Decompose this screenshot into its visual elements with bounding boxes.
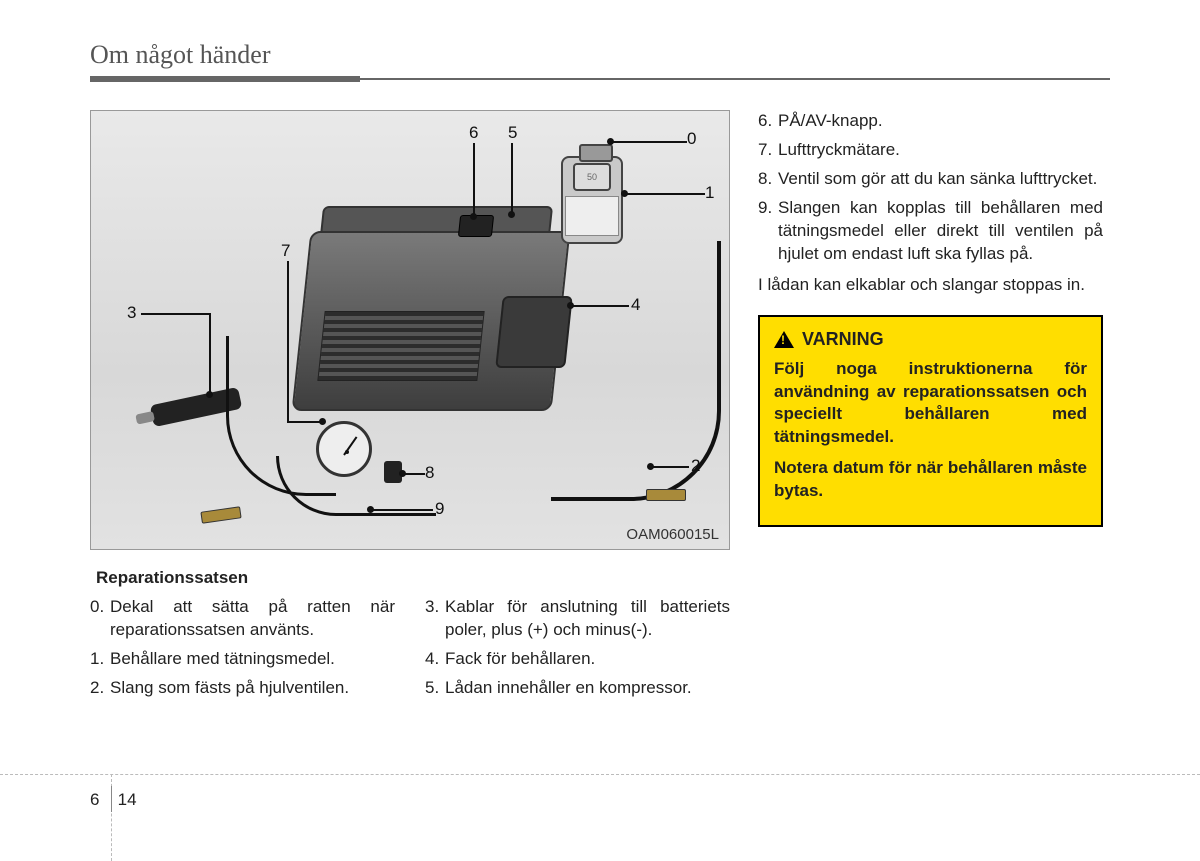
list-item: 4.Fack för behållaren. xyxy=(425,648,730,671)
section-title: Om något händer xyxy=(90,40,1110,70)
hose-end xyxy=(646,489,686,501)
page-number: 6 14 xyxy=(90,790,137,810)
warning-p1: Följ noga instruktionerna för användning… xyxy=(774,358,1087,450)
crop-mark-h xyxy=(0,774,1200,775)
page-number-value: 14 xyxy=(118,790,137,809)
warning-title: VARNING xyxy=(802,329,884,350)
list-item: 3.Kablar för anslutning till batteriets … xyxy=(425,596,730,642)
item-col-b: 3.Kablar för anslutning till batteriets … xyxy=(425,596,730,706)
callout-3: 3 xyxy=(127,303,136,323)
callout-8: 8 xyxy=(425,463,434,483)
figure-repair-kit: 50 0 1 5 6 xyxy=(90,110,730,550)
item-col-a: 0.Dekal att sätta på ratten när reparati… xyxy=(90,596,395,706)
hose-secondary xyxy=(276,456,436,516)
warning-heading: VARNING xyxy=(774,329,1087,350)
right-list: 6.PÅ/AV-knapp. 7.Lufttryckmätare. 8.Vent… xyxy=(758,110,1103,266)
callout-1: 1 xyxy=(705,183,714,203)
list-item: 1.Behållare med tätningsmedel. xyxy=(90,648,395,671)
list-item: 0.Dekal att sätta på ratten när reparati… xyxy=(90,596,395,642)
list-item: 8.Ventil som gör att du kan sänka lufttr… xyxy=(758,168,1103,191)
warning-p2: Notera datum för när behållaren måste by… xyxy=(774,457,1087,503)
list-item: 7.Lufttryckmätare. xyxy=(758,139,1103,162)
right-note: I lådan kan elkablar och slangar stoppas… xyxy=(758,274,1103,297)
hose-secondary-end xyxy=(200,506,241,523)
figure-code: OAM060015L xyxy=(626,526,719,543)
warning-icon xyxy=(774,331,794,348)
callout-7: 7 xyxy=(281,241,290,261)
callout-9: 9 xyxy=(435,499,444,519)
callout-0: 0 xyxy=(687,129,696,149)
callout-2: 2 xyxy=(691,456,700,476)
speed-sticker: 50 xyxy=(573,163,611,191)
item-columns: 0.Dekal att sätta på ratten när reparati… xyxy=(90,596,730,706)
list-item: 9.Slangen kan kopplas till behållaren me… xyxy=(758,197,1103,266)
chapter-number: 6 xyxy=(90,790,99,809)
callout-6: 6 xyxy=(469,123,478,143)
page-content: Om något händer 50 xyxy=(90,40,1110,706)
callout-5: 5 xyxy=(508,123,517,143)
left-column: 50 0 1 5 6 xyxy=(90,110,730,706)
warning-body: Följ noga instruktionerna för användning… xyxy=(774,358,1087,504)
warning-box: VARNING Följ noga instruktionerna för an… xyxy=(758,315,1103,528)
content-columns: 50 0 1 5 6 xyxy=(90,110,1110,706)
right-column: 6.PÅ/AV-knapp. 7.Lufttryckmätare. 8.Vent… xyxy=(758,110,1103,706)
sealant-label xyxy=(565,196,619,236)
list-item: 6.PÅ/AV-knapp. xyxy=(758,110,1103,133)
list-item: 2.Slang som fästs på hjulventilen. xyxy=(90,677,395,700)
compressor-grill xyxy=(317,311,484,381)
list-item: 5.Lådan innehåller en kompressor. xyxy=(425,677,730,700)
subheading: Reparationssatsen xyxy=(96,568,730,588)
callout-4: 4 xyxy=(631,295,640,315)
